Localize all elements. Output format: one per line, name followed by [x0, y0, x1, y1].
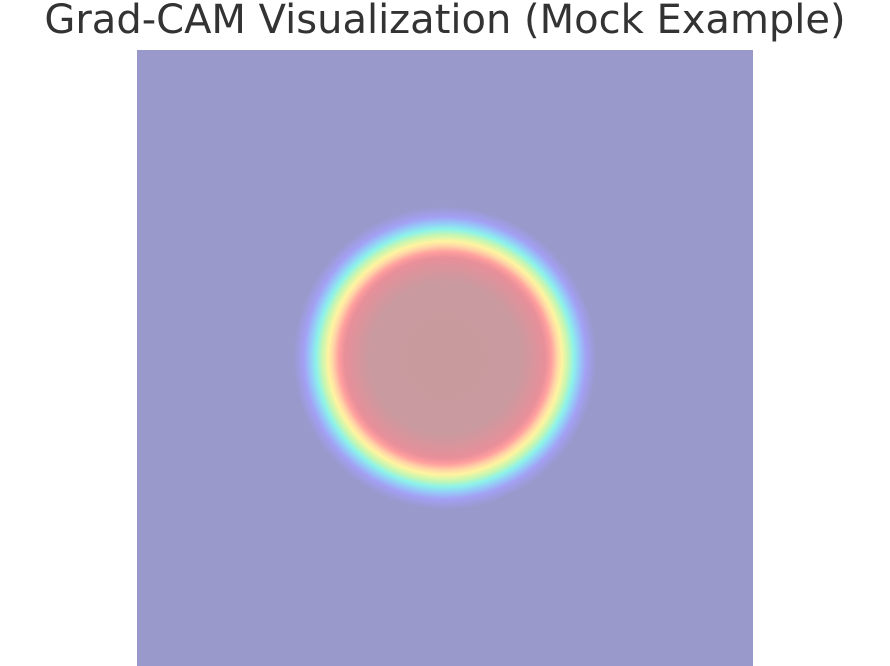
heatmap-plot-area: [137, 50, 753, 666]
heatmap-svg: [137, 50, 753, 666]
activation-region: [293, 206, 597, 510]
chart-title: Grad-CAM Visualization (Mock Example): [44, 0, 846, 43]
